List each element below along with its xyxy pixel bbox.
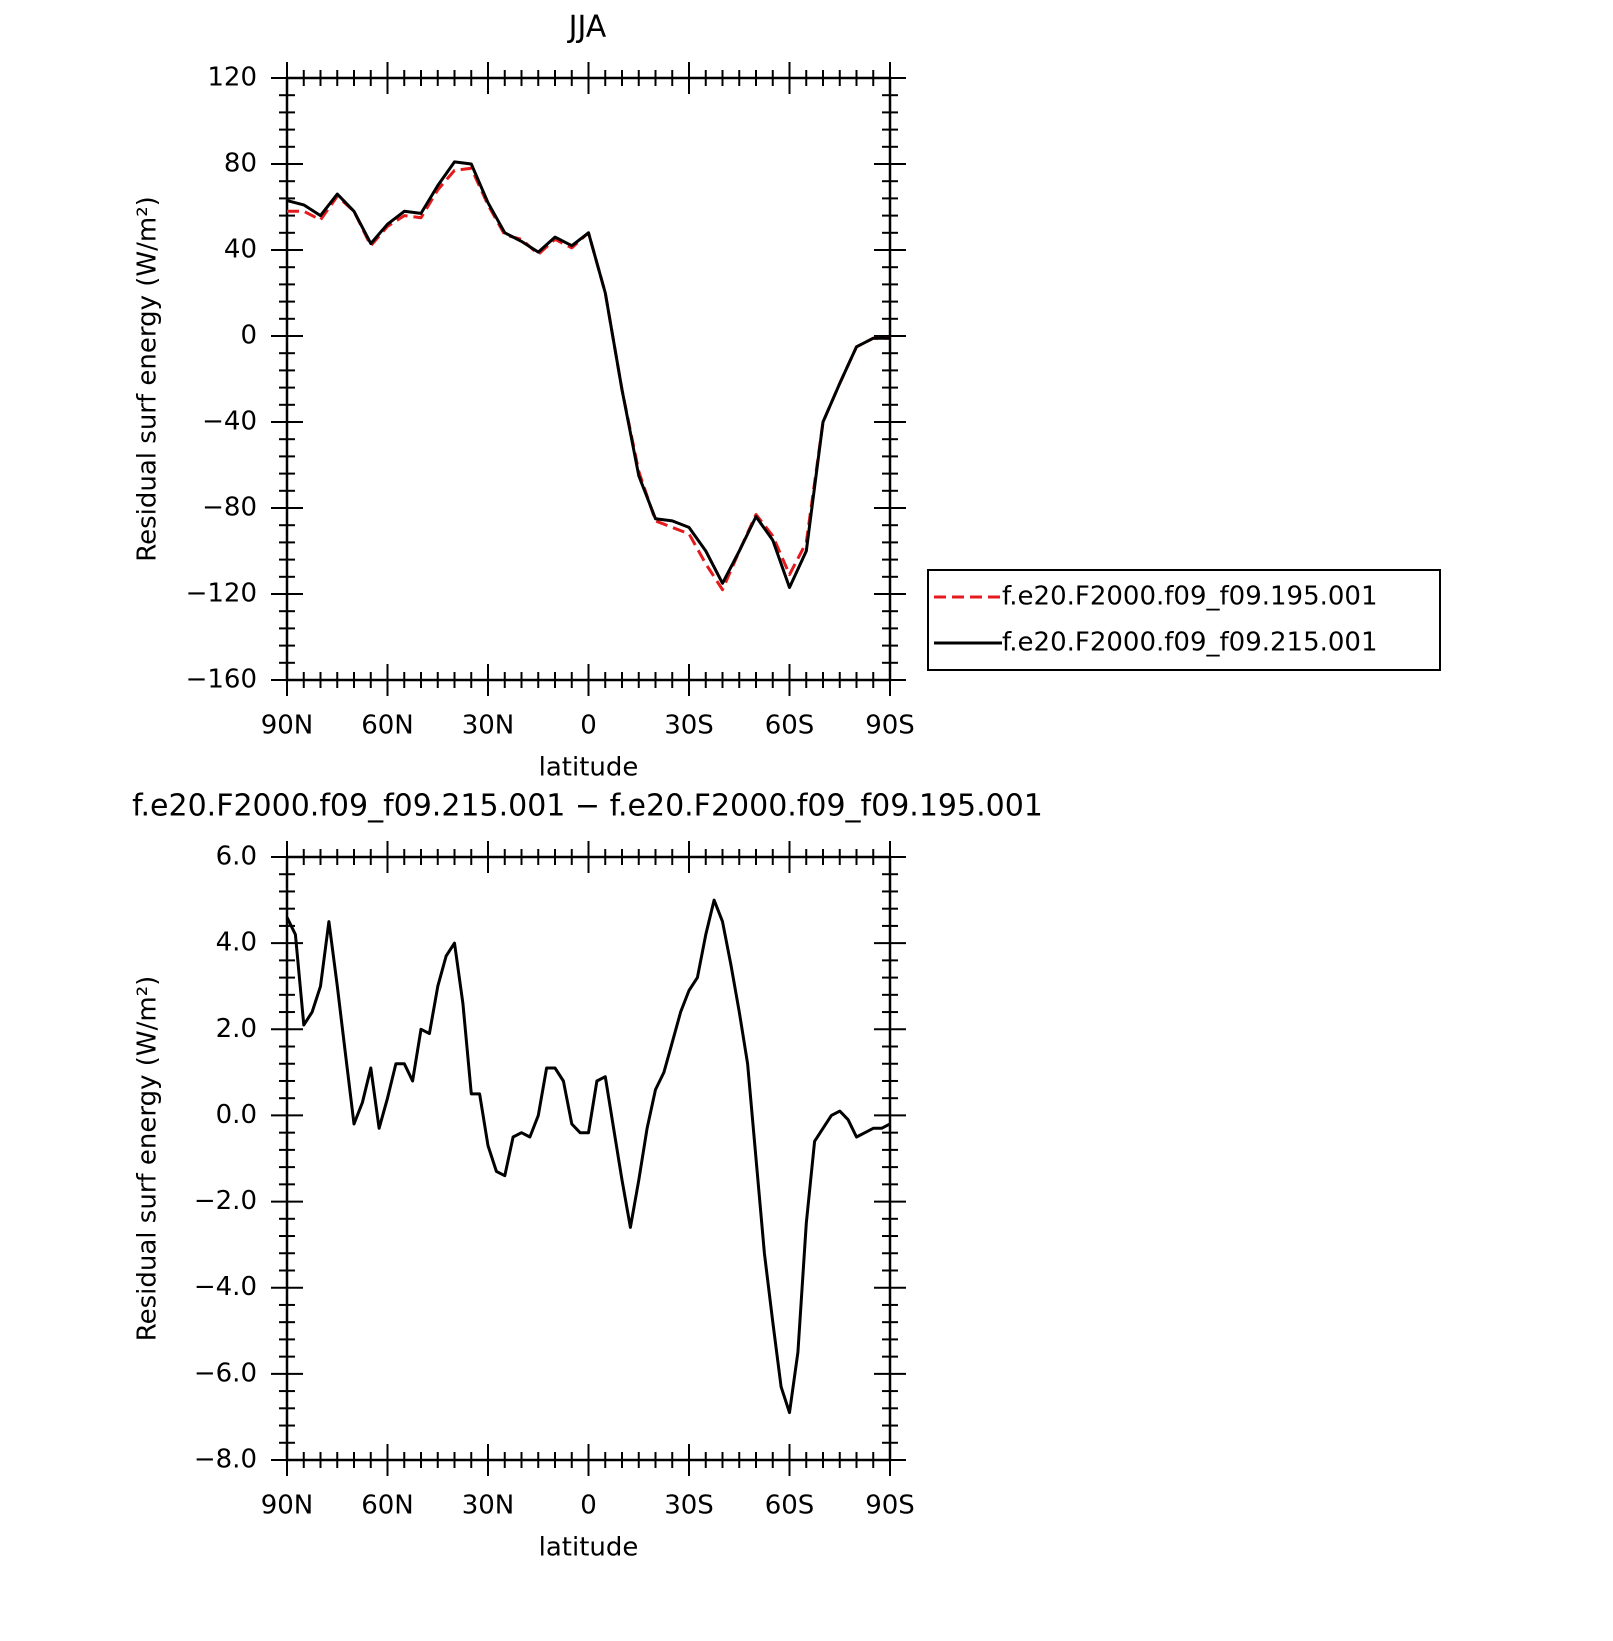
chart-title: f.e20.F2000.f09_f09.215.001 − f.e20.F200…	[132, 789, 1043, 824]
y-tick-label: 6.0	[216, 842, 257, 872]
y-tick-label: −6.0	[194, 1358, 257, 1388]
y-tick-label: −160	[186, 665, 257, 695]
x-tick-label: 90S	[865, 1491, 915, 1521]
x-tick-label: 90N	[261, 711, 314, 741]
x-axis-label: latitude	[539, 753, 639, 783]
data-line	[285, 898, 891, 1415]
x-tick-label: 90S	[865, 711, 915, 741]
y-axis-label: Residual surf energy (W/m²)	[133, 976, 163, 1342]
x-tick-label: 90N	[261, 1491, 314, 1521]
x-tick-label: 0	[580, 1491, 597, 1521]
x-tick-label: 30S	[664, 711, 714, 741]
y-tick-label: −8.0	[194, 1445, 257, 1475]
x-tick-label: 60N	[361, 711, 414, 741]
y-tick-label: −80	[202, 493, 257, 523]
legend-box	[927, 569, 1441, 671]
x-axis-label: latitude	[539, 1533, 639, 1563]
y-tick-label: 2.0	[216, 1014, 257, 1044]
x-tick-label: 60S	[765, 711, 815, 741]
x-tick-label: 30S	[664, 1491, 714, 1521]
y-tick-label: −40	[202, 407, 257, 437]
x-tick-label: 60S	[765, 1491, 815, 1521]
x-tick-label: 60N	[361, 1491, 414, 1521]
data-line	[286, 160, 890, 589]
legend-label: f.e20.F2000.f09_f09.215.001	[1002, 628, 1378, 658]
legend-label: f.e20.F2000.f09_f09.195.001	[1002, 582, 1378, 612]
y-tick-label: 4.0	[216, 928, 257, 958]
y-tick-label: −2.0	[194, 1186, 257, 1216]
x-tick-label: 0	[580, 711, 597, 741]
y-tick-label: 80	[224, 149, 257, 179]
chart-title: JJA	[567, 10, 607, 45]
x-tick-label: 30N	[462, 1491, 515, 1521]
x-tick-label: 30N	[462, 711, 515, 741]
plot-frame	[285, 76, 892, 682]
y-tick-label: 40	[224, 235, 257, 265]
y-tick-label: −120	[186, 579, 257, 609]
plot-frame	[285, 855, 892, 1462]
y-axis-label: Residual surf energy (W/m²)	[133, 196, 163, 562]
y-tick-label: 0.0	[216, 1100, 257, 1130]
y-tick-label: −4.0	[194, 1272, 257, 1302]
y-tick-label: 0	[240, 321, 257, 351]
y-tick-label: 120	[207, 63, 257, 93]
